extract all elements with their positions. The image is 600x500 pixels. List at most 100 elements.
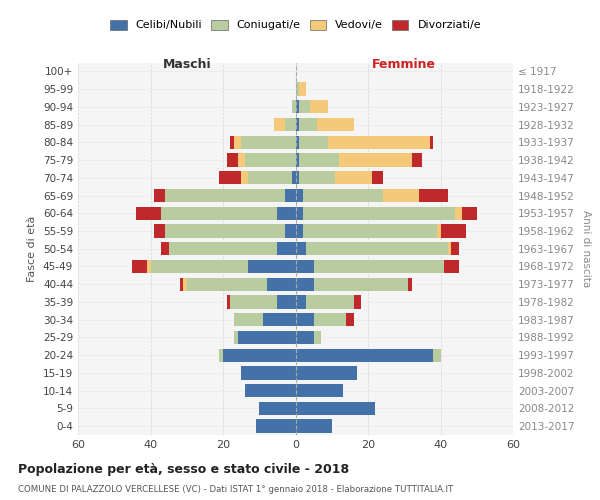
Bar [154,189,165,202]
Bar [220,171,241,184]
Bar [299,118,317,131]
Bar [169,242,277,256]
Bar [339,154,412,166]
Bar [238,331,296,344]
Bar [133,260,147,273]
Legend: Celibi/Nubili, Coniugati/e, Vedovi/e, Divorziati/e: Celibi/Nubili, Coniugati/e, Vedovi/e, Di… [110,20,481,30]
Bar [296,224,303,237]
Bar [296,384,343,398]
Bar [234,331,238,344]
Bar [296,154,299,166]
Bar [165,189,284,202]
Bar [448,242,451,256]
Bar [419,189,448,202]
Bar [241,171,248,184]
Y-axis label: Fasce di età: Fasce di età [28,216,37,282]
Bar [227,154,238,166]
Bar [296,82,299,96]
Bar [314,331,321,344]
Bar [259,402,296,415]
Bar [248,260,296,273]
Bar [328,136,430,149]
Bar [296,313,314,326]
Bar [383,189,419,202]
Bar [299,154,339,166]
Bar [220,348,223,362]
Bar [310,100,328,114]
Bar [296,260,314,273]
Bar [296,331,314,344]
Bar [230,136,234,149]
Bar [234,136,241,149]
Bar [299,100,310,114]
Bar [299,82,307,96]
Bar [296,171,299,184]
Bar [455,206,462,220]
Bar [227,296,230,308]
Bar [179,278,183,291]
Bar [277,296,296,308]
Bar [245,384,296,398]
Bar [296,348,433,362]
Bar [284,224,296,237]
Bar [371,171,383,184]
Bar [412,154,422,166]
Bar [433,348,440,362]
Bar [161,206,277,220]
Bar [335,171,371,184]
Bar [296,278,314,291]
Text: Popolazione per età, sesso e stato civile - 2018: Popolazione per età, sesso e stato civil… [18,462,349,475]
Bar [451,242,458,256]
Bar [241,366,296,380]
Bar [263,313,296,326]
Bar [238,154,245,166]
Bar [296,242,307,256]
Text: COMUNE DI PALAZZOLO VERCELLESE (VC) - Dati ISTAT 1° gennaio 2018 - Elaborazione : COMUNE DI PALAZZOLO VERCELLESE (VC) - Da… [18,485,453,494]
Bar [296,189,303,202]
Bar [241,136,296,149]
Bar [136,206,161,220]
Bar [296,402,375,415]
Bar [284,118,296,131]
Bar [314,278,408,291]
Bar [307,242,448,256]
Bar [440,224,466,237]
Bar [430,136,433,149]
Bar [303,206,455,220]
Bar [230,296,277,308]
Bar [248,171,292,184]
Bar [234,313,263,326]
Bar [274,118,284,131]
Bar [314,260,444,273]
Bar [296,420,332,433]
Bar [277,206,296,220]
Bar [437,224,440,237]
Bar [161,242,169,256]
Bar [346,313,353,326]
Text: Maschi: Maschi [163,58,211,71]
Y-axis label: Anni di nascita: Anni di nascita [581,210,591,288]
Bar [187,278,266,291]
Bar [303,224,437,237]
Bar [314,313,346,326]
Bar [303,189,383,202]
Bar [296,136,299,149]
Bar [223,348,296,362]
Bar [277,242,296,256]
Bar [462,206,477,220]
Bar [408,278,412,291]
Bar [299,171,335,184]
Bar [296,100,299,114]
Bar [183,278,187,291]
Bar [353,296,361,308]
Bar [147,260,151,273]
Bar [296,118,299,131]
Bar [299,136,328,149]
Bar [317,118,353,131]
Bar [245,154,296,166]
Bar [165,224,284,237]
Bar [284,189,296,202]
Bar [292,171,296,184]
Bar [292,100,296,114]
Bar [307,296,353,308]
